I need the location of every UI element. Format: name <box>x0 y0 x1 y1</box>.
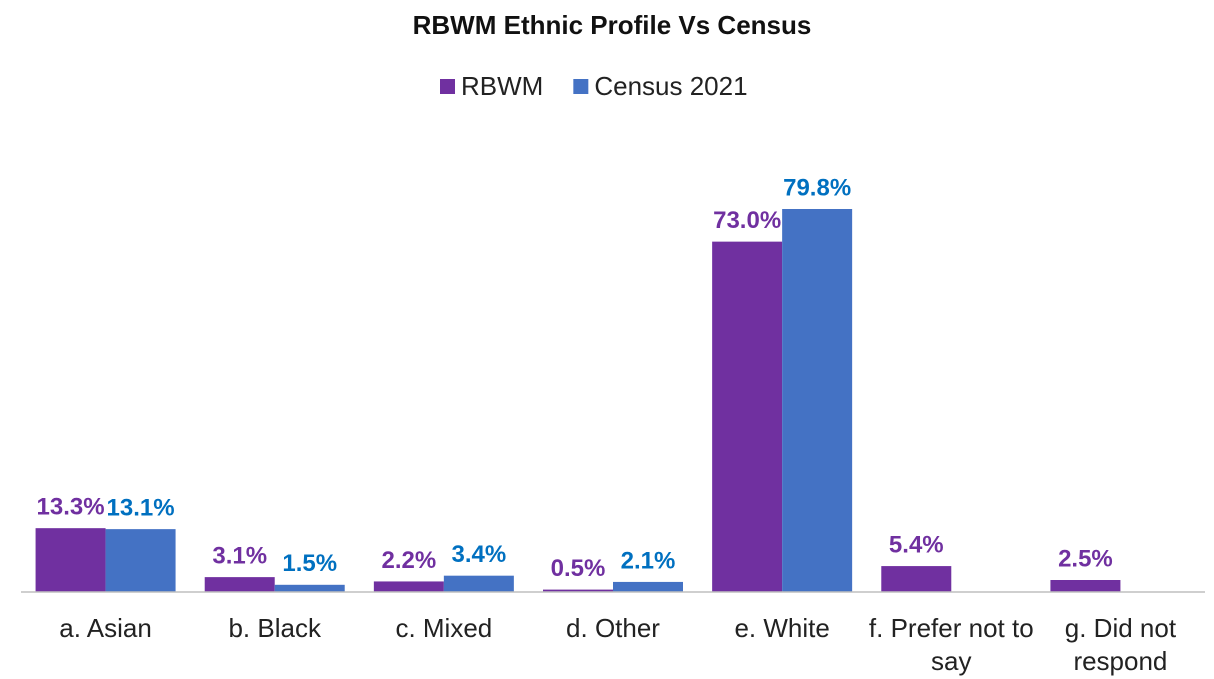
x-tick-label: c. Mixed <box>395 613 493 643</box>
data-label: 3.1% <box>212 542 267 569</box>
bar <box>613 581 683 592</box>
x-tick-label: d. Other <box>566 613 660 643</box>
legend-swatch <box>573 79 589 94</box>
bar <box>712 241 783 592</box>
bar <box>35 528 106 592</box>
data-label: 79.8% <box>783 174 851 201</box>
x-tick-label: e. White <box>734 613 830 643</box>
data-label: 13.3% <box>37 494 105 521</box>
bar <box>274 584 345 592</box>
x-tick-label: a. Asian <box>59 613 152 643</box>
x-tick-label: b. Black <box>228 613 321 643</box>
bar <box>443 575 514 592</box>
bar <box>543 589 613 592</box>
bar <box>881 566 952 592</box>
legend-label: Census 2021 <box>594 71 747 101</box>
data-label: 2.5% <box>1058 545 1113 572</box>
bar <box>373 581 444 592</box>
data-label: 13.1% <box>107 494 175 521</box>
bar <box>1050 580 1121 592</box>
data-label: 2.1% <box>621 547 676 574</box>
legend-label: RBWM <box>461 71 543 101</box>
data-label: 73.0% <box>713 207 781 234</box>
bar <box>105 529 176 592</box>
data-label: 0.5% <box>551 555 606 582</box>
x-tick-label: g. Did not respond <box>1064 613 1177 676</box>
legend-swatch <box>440 79 455 94</box>
chart-title: RBWM Ethnic Profile Vs Census <box>413 10 812 40</box>
x-tick-label: f. Prefer not to say <box>868 613 1034 676</box>
data-label: 3.4% <box>452 541 507 568</box>
data-label: 2.2% <box>382 547 437 574</box>
bar <box>204 577 275 592</box>
bar <box>782 209 853 592</box>
data-label: 5.4% <box>889 531 944 558</box>
data-label: 1.5% <box>282 550 337 577</box>
